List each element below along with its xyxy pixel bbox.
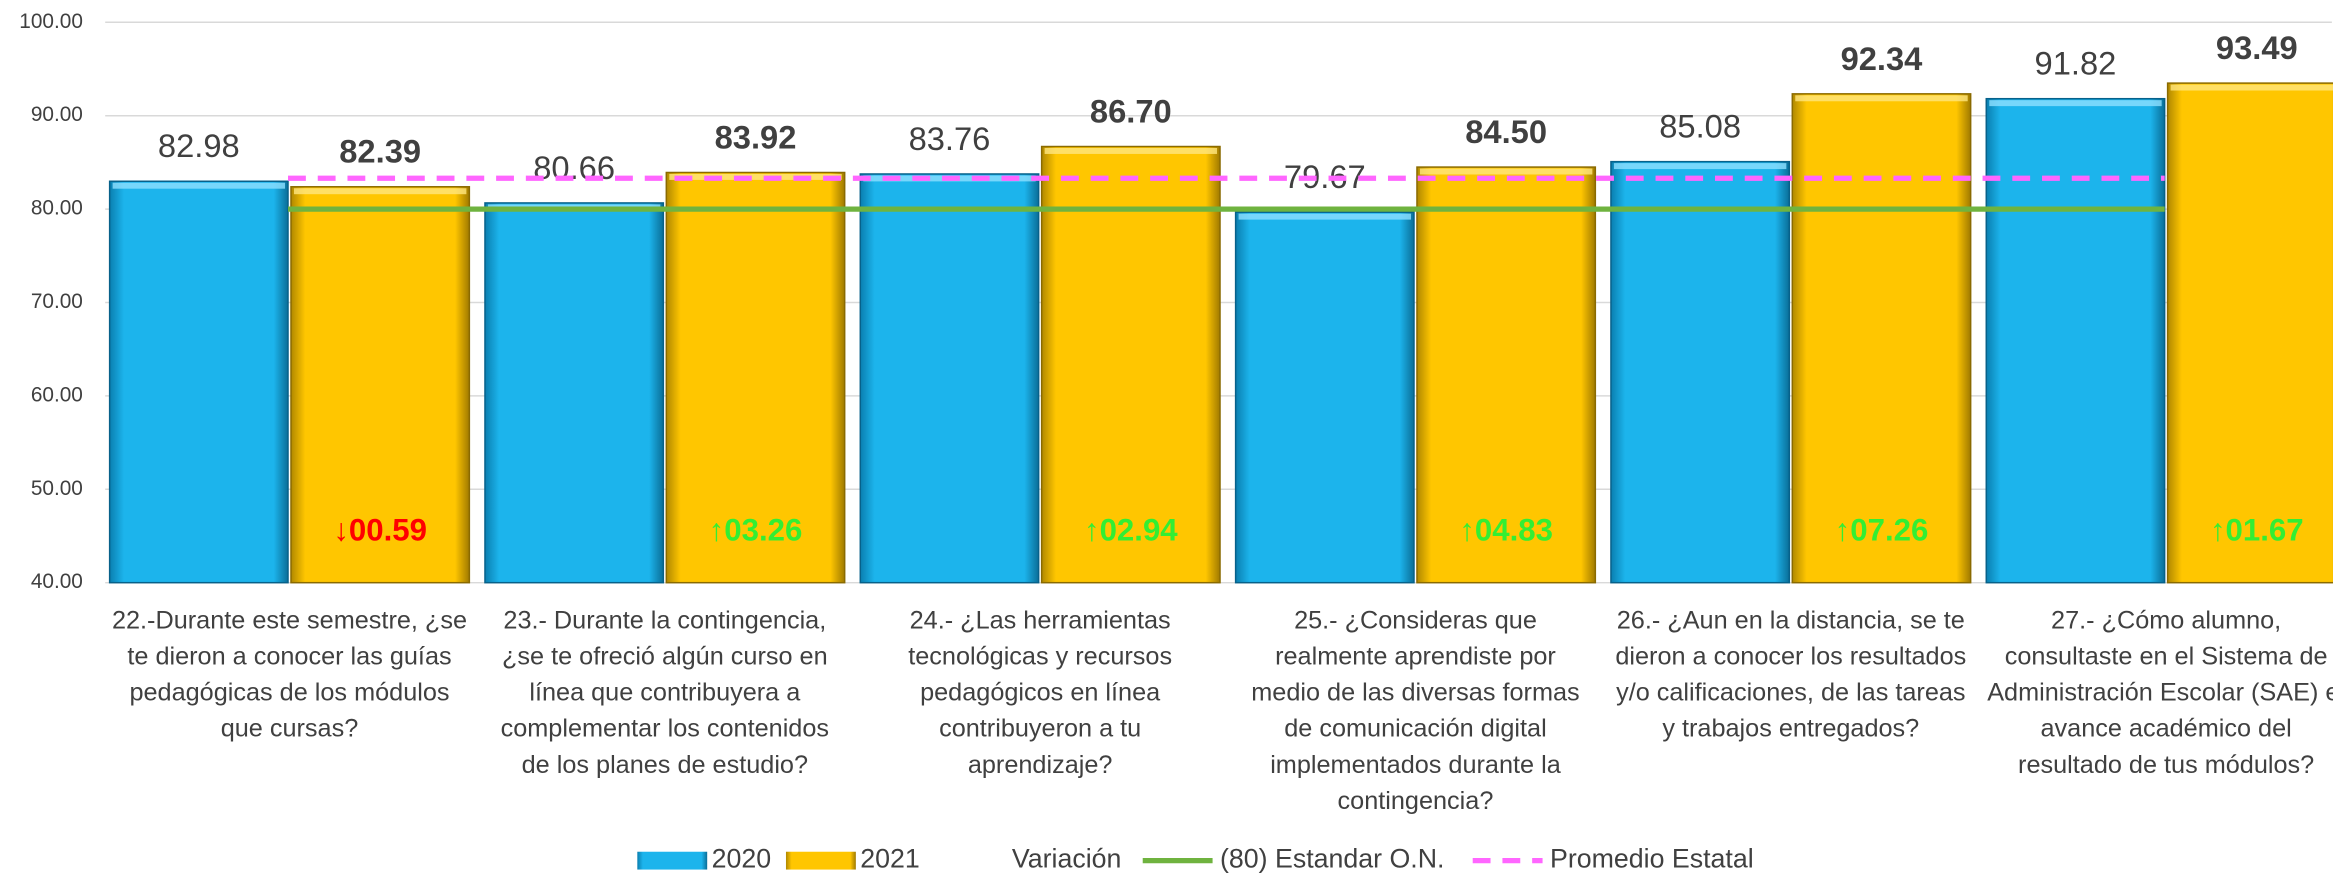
x-tick-label-line: consultaste en el Sistema de — [2005, 642, 2328, 670]
bar-top — [112, 182, 286, 189]
bar-top — [1238, 213, 1412, 220]
x-tick-label: 24.- ¿Las herramientas tecnológicas y rec… — [908, 606, 1172, 778]
x-tick-label-line: y trabajos entregados? — [1662, 714, 1919, 742]
x-tick-label: 25.- ¿Consideras que realmente aprendiste… — [1251, 606, 1579, 815]
x-tick-label-line: 27.- ¿Cómo alumno, — [2051, 606, 2281, 634]
bar-top — [1989, 100, 2162, 107]
y-tick-label: 40.00 — [31, 570, 83, 593]
variation-label: ↑01.67 — [2210, 512, 2304, 547]
value-label: 84.50 — [1465, 113, 1547, 150]
legend-label: 2021 — [860, 844, 920, 874]
x-tick-label-line: que cursas? — [221, 714, 359, 742]
x-tick-label-line: implementados durante la — [1270, 750, 1562, 778]
x-tick-label-line: complementar los contenidos — [501, 714, 829, 742]
y-tick-label: 70.00 — [31, 290, 83, 313]
y-tick-label: 100.00 — [19, 10, 83, 33]
variation-label: ↑07.26 — [1835, 512, 1929, 547]
x-tick-label-line: tecnológicas y recursos — [908, 642, 1172, 670]
bar — [290, 186, 471, 584]
value-label: 82.39 — [339, 133, 421, 170]
x-tick-label-line: Administración Escolar (SAE) el — [1987, 678, 2333, 706]
legend-label: (80) Estandar O.N. — [1220, 844, 1445, 874]
x-tick-label-line: realmente aprendiste por — [1275, 642, 1556, 670]
x-tick-label: 22.-Durante este semestre, ¿se te dieron … — [112, 606, 467, 742]
value-label: 83.92 — [715, 118, 797, 155]
x-tick-label: 27.- ¿Cómo alumno, consultaste en el Sist… — [1987, 606, 2333, 778]
x-tick-label-line: 23.- Durante la contingencia, — [503, 606, 826, 634]
value-label: 92.34 — [1841, 40, 1923, 77]
value-label: 83.76 — [909, 120, 991, 157]
legend-label: Variación — [1012, 844, 1122, 874]
value-label: 79.67 — [1284, 158, 1366, 195]
bar — [484, 202, 665, 584]
x-tick-label-line: ¿se te ofreció algún curso en — [502, 642, 828, 670]
value-label: 86.70 — [1090, 92, 1172, 129]
x-tick-label-line: 26.- ¿Aun en la distancia, se te — [1617, 606, 1965, 634]
bar — [1040, 145, 1221, 584]
y-tick-label: 80.00 — [31, 197, 83, 220]
bar — [859, 173, 1040, 584]
bar — [2166, 82, 2333, 584]
x-tick-label-line: 24.- ¿Las herramientas — [910, 606, 1171, 634]
bar — [1234, 211, 1415, 584]
x-tick-label-line: medio de las diversas formas — [1251, 678, 1579, 706]
x-tick-label-line: pedagógicos en línea — [920, 678, 1161, 706]
bar-top — [1419, 168, 1593, 175]
bar-top — [1613, 163, 1787, 170]
value-label: 91.82 — [2035, 45, 2117, 82]
x-tick-label-line: de los planes de estudio? — [522, 750, 808, 778]
variation-label: ↓00.59 — [333, 512, 427, 547]
variation-label: ↑04.83 — [1459, 512, 1553, 547]
bar — [1416, 166, 1597, 584]
x-tick-label-line: y/o calificaciones, de las tareas — [1616, 678, 1965, 706]
y-tick-label: 60.00 — [31, 383, 83, 406]
bar — [665, 171, 846, 584]
bar — [1985, 97, 2166, 584]
variation-label: ↑02.94 — [1084, 512, 1178, 547]
bar-top — [2170, 84, 2333, 91]
legend-label: 2020 — [712, 844, 772, 874]
x-tick-label-line: resultado de tus módulos? — [2018, 750, 2314, 778]
legend-swatch — [785, 851, 856, 870]
y-tick-label: 90.00 — [31, 103, 83, 126]
value-label: 82.98 — [158, 127, 240, 164]
x-tick-label-line: te dieron a conocer las guías — [127, 642, 451, 670]
bar — [1791, 93, 1972, 584]
legend-label: Promedio Estatal — [1550, 844, 1754, 874]
bar — [108, 180, 289, 584]
value-label: 85.08 — [1659, 108, 1741, 145]
bar-top — [1044, 148, 1218, 154]
bar-top — [669, 173, 842, 180]
x-tick-label-line: dieron a conocer los resultados — [1615, 642, 1966, 670]
legend-swatch — [637, 851, 708, 870]
value-label: 93.49 — [2216, 29, 2298, 66]
bar — [1610, 160, 1791, 584]
y-tick-label: 50.00 — [31, 477, 83, 500]
x-tick-label-line: línea que contribuyera a — [529, 678, 801, 706]
x-tick-label-line: aprendizaje? — [968, 750, 1113, 778]
x-tick-label-line: 22.-Durante este semestre, ¿se — [112, 606, 467, 634]
x-tick-label-line: contribuyeron a tu — [939, 714, 1141, 742]
x-tick-label-line: pedagógicas de los módulos — [129, 678, 449, 706]
x-tick-label-line: 25.- ¿Consideras que — [1294, 606, 1537, 634]
x-tick-label: 26.- ¿Aun en la distancia, se te dieron a… — [1615, 606, 1966, 742]
x-tick-label-line: contingencia? — [1338, 787, 1494, 815]
bar-top — [1795, 95, 1968, 102]
variation-label: ↑03.26 — [709, 512, 803, 547]
x-tick-label-line: de comunicación digital — [1284, 714, 1546, 742]
bar-top — [293, 188, 467, 195]
x-tick-label-line: avance académico del — [2040, 714, 2291, 742]
x-tick-label: 23.- Durante la contingencia, ¿se te ofre… — [501, 606, 829, 778]
